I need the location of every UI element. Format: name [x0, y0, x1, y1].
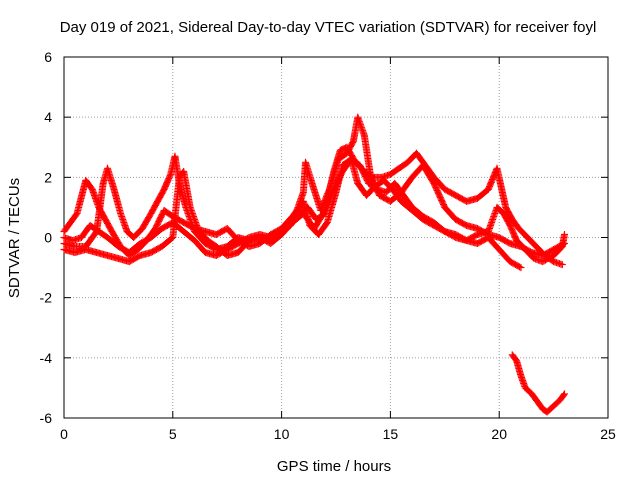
x-ticks: 0 5 10 15 20 25	[60, 57, 616, 442]
x-tick-label: 5	[169, 426, 177, 442]
x-tick-label: 10	[274, 426, 290, 442]
y-tick-label: -6	[40, 410, 53, 426]
data-point	[560, 390, 568, 398]
y-tick-label: 0	[44, 230, 52, 246]
chart-title: Day 019 of 2021, Sidereal Day-to-day VTE…	[60, 19, 597, 36]
y-tick-label: 2	[44, 169, 52, 185]
data-series	[60, 113, 568, 416]
y-tick-label: -2	[40, 290, 53, 306]
x-tick-label: 20	[491, 426, 507, 442]
data-point	[517, 264, 525, 272]
data-point	[560, 230, 568, 238]
data-point	[516, 263, 524, 271]
data-point	[560, 391, 568, 399]
y-tick-label: 6	[44, 49, 52, 65]
x-tick-label: 25	[600, 426, 616, 442]
y-tick-label: 4	[44, 109, 52, 125]
x-tick-label: 15	[383, 426, 399, 442]
data-point	[558, 261, 566, 269]
y-axis-label: SDTVAR / TECUs	[6, 178, 23, 298]
x-tick-label: 0	[60, 426, 68, 442]
x-axis-label: GPS time / hours	[277, 458, 391, 475]
y-tick-label: -4	[40, 350, 53, 366]
y-ticks: -6 -4 -2 0 2 4 6	[40, 49, 608, 426]
